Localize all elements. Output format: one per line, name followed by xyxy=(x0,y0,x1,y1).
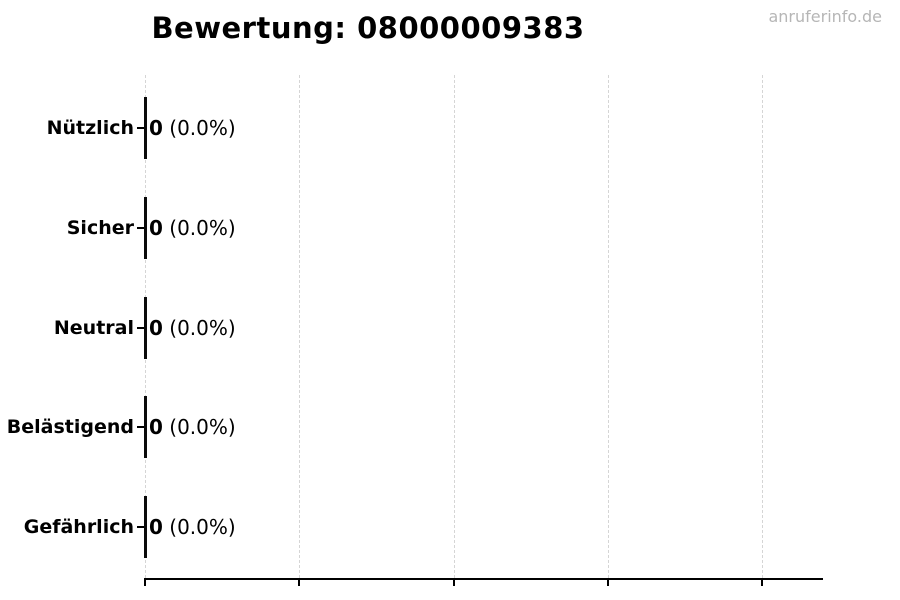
value-number: 0 xyxy=(149,116,163,140)
value-label: 0 (0.0%) xyxy=(149,218,236,238)
y-axis-tick xyxy=(137,426,145,429)
value-percent: (0.0%) xyxy=(162,215,236,240)
bar xyxy=(144,196,147,259)
value-percent: (0.0%) xyxy=(162,315,236,340)
x-axis-line xyxy=(144,578,823,580)
category-label: Neutral xyxy=(53,316,134,339)
x-axis-tick xyxy=(144,580,146,586)
value-number: 0 xyxy=(149,415,163,440)
value-percent: (0.0%) xyxy=(162,415,236,440)
gridline xyxy=(453,75,455,578)
value-percent: (0.0%) xyxy=(162,116,236,140)
y-axis-tick xyxy=(137,326,145,329)
x-axis-tick xyxy=(452,580,455,586)
value-label: 0 (0.0%) xyxy=(149,318,236,338)
watermark: anruferinfo.de xyxy=(768,7,882,26)
value-number: 0 xyxy=(149,215,163,240)
value-label: 0 (0.0%) xyxy=(149,417,236,437)
x-axis-tick xyxy=(761,580,763,586)
category-label: Belästigend xyxy=(6,416,134,439)
value-number: 0 xyxy=(149,515,163,539)
gridline xyxy=(762,75,763,578)
y-axis-tick xyxy=(137,526,145,528)
value-label: 0 (0.0%) xyxy=(149,118,236,138)
bar xyxy=(144,496,147,558)
x-axis-tick xyxy=(298,580,301,586)
value-percent: (0.0%) xyxy=(162,515,236,539)
value-label: 0 (0.0%) xyxy=(149,517,236,537)
bar xyxy=(144,396,147,459)
x-axis-tick xyxy=(606,580,609,586)
y-axis-tick xyxy=(137,127,145,129)
gridline xyxy=(607,75,609,578)
category-label: Gefährlich xyxy=(23,516,134,538)
y-axis-tick xyxy=(137,226,145,229)
category-label: Sicher xyxy=(66,216,134,239)
value-number: 0 xyxy=(149,315,163,340)
chart-title: Bewertung: 08000009383 xyxy=(151,11,585,45)
gridline xyxy=(299,75,301,578)
bar xyxy=(144,296,147,359)
bar xyxy=(144,97,147,159)
category-label: Nützlich xyxy=(46,117,134,139)
